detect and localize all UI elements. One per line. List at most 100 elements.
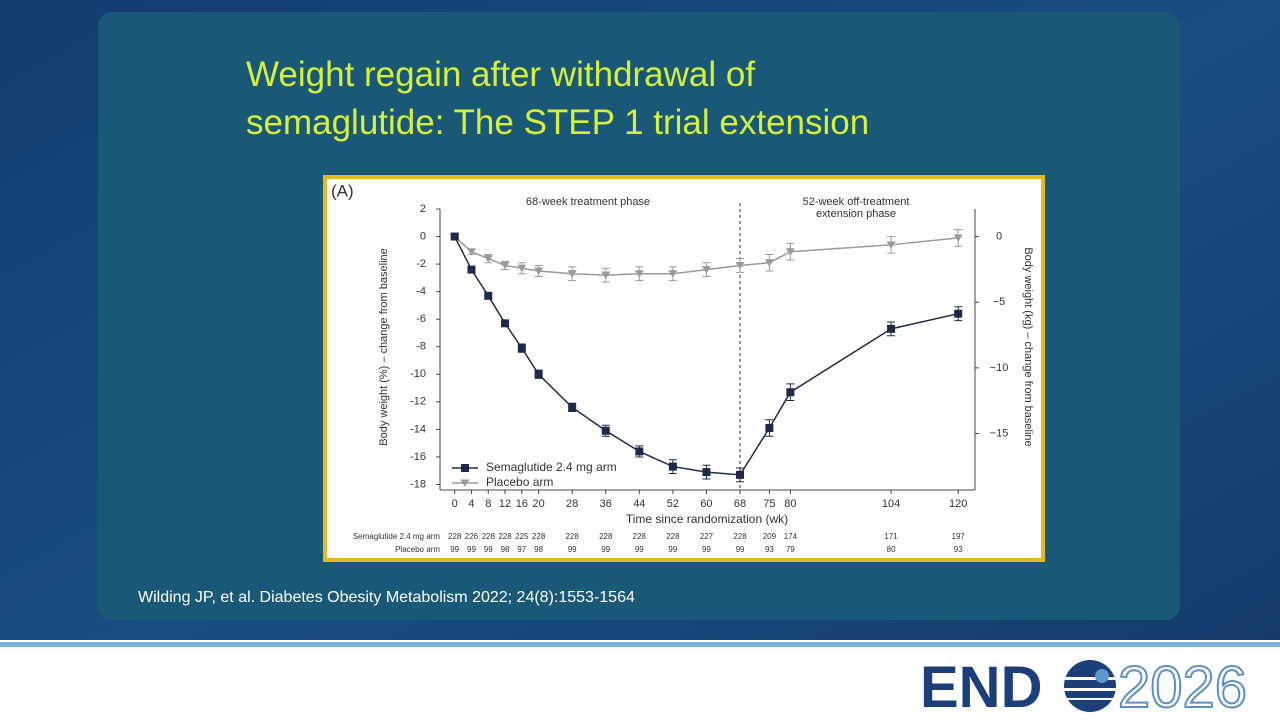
y2-tick-label: −10 — [990, 362, 1009, 374]
legend-label: Placebo arm — [486, 475, 553, 489]
x-tick-label: 12 — [499, 498, 511, 510]
y-tick-label: -8 — [416, 341, 426, 353]
at-risk-count: 228 — [599, 532, 613, 541]
y2-tick-label: 0 — [996, 230, 1002, 242]
data-point — [484, 291, 493, 300]
y-tick-label: -12 — [410, 396, 426, 408]
data-point — [467, 265, 476, 274]
x-tick-label: 0 — [452, 498, 458, 510]
y2-tick-label: −15 — [990, 427, 1009, 439]
footer-stripe — [0, 642, 1280, 647]
data-point — [668, 462, 677, 471]
at-risk-count: 225 — [515, 532, 529, 541]
at-risk-count: 228 — [482, 532, 496, 541]
y-tick-label: -14 — [410, 423, 426, 435]
x-axis-label: Time since randomization (wk) — [626, 512, 788, 526]
at-risk-count: 79 — [786, 545, 795, 554]
annotation: extension phase — [816, 208, 896, 220]
x-tick-label: 44 — [633, 498, 645, 510]
at-risk-count: 99 — [568, 545, 577, 554]
data-point — [634, 270, 644, 278]
data-point — [483, 255, 493, 263]
y-tick-label: -2 — [416, 258, 426, 270]
x-tick-label: 16 — [516, 498, 528, 510]
x-tick-label: 28 — [566, 498, 578, 510]
at-risk-count: 227 — [700, 532, 714, 541]
y-tick-label: -10 — [410, 368, 426, 380]
data-point — [568, 403, 577, 412]
at-risk-count: 97 — [517, 545, 526, 554]
figure-frame — [323, 175, 1045, 562]
at-risk-count: 174 — [784, 532, 798, 541]
annotation: 52-week off-treatment — [803, 196, 910, 208]
at-risk-count: 226 — [465, 532, 479, 541]
data-point — [886, 241, 896, 249]
data-point — [500, 261, 510, 270]
data-point — [450, 232, 459, 241]
at-risk-count: 80 — [887, 545, 896, 554]
at-risk-count: 197 — [952, 532, 966, 541]
at-risk-count: 171 — [884, 532, 898, 541]
legend-marker — [461, 464, 469, 472]
x-tick-label: 36 — [600, 498, 612, 510]
at-risk-count: 228 — [565, 532, 579, 541]
data-point — [534, 267, 544, 275]
at-risk-count: 99 — [702, 545, 711, 554]
at-risk-count: 228 — [532, 532, 546, 541]
at-risk-count: 99 — [601, 545, 610, 554]
at-risk-count: 228 — [498, 532, 512, 541]
data-point — [601, 271, 611, 280]
x-tick-label: 68 — [734, 498, 746, 510]
data-point — [635, 447, 644, 456]
at-risk-count: 228 — [666, 532, 680, 541]
at-risk-label: Placebo arm — [395, 545, 440, 554]
data-point — [785, 248, 795, 256]
data-point — [736, 470, 745, 479]
at-risk-count: 98 — [501, 545, 510, 554]
data-point — [466, 248, 476, 256]
series-line — [454, 235, 959, 276]
data-point — [601, 426, 610, 435]
data-point — [786, 388, 795, 397]
series-line — [454, 236, 959, 476]
y-tick-label: -18 — [410, 478, 426, 490]
logo-text: END — [920, 655, 1042, 720]
data-point — [567, 270, 577, 278]
data-point — [517, 264, 527, 273]
at-risk-count: 228 — [448, 532, 462, 541]
data-point — [501, 319, 510, 328]
x-tick-label: 20 — [532, 498, 544, 510]
at-risk-count: 98 — [534, 545, 543, 554]
x-tick-label: 52 — [667, 498, 679, 510]
legend-marker — [460, 479, 470, 487]
legend-label: Semaglutide 2.4 mg arm — [486, 460, 617, 474]
data-point — [953, 234, 963, 242]
data-point — [765, 424, 774, 433]
y2-axis-label: Body weight (kg) – change from baseline — [1022, 247, 1034, 446]
y-axis-label: Body weight (%) – change from baseline — [378, 248, 390, 446]
y-tick-label: -4 — [416, 286, 426, 298]
x-tick-label: 8 — [485, 498, 491, 510]
at-risk-count: 99 — [668, 545, 677, 554]
at-risk-count: 99 — [450, 545, 459, 554]
x-tick-label: 80 — [784, 498, 796, 510]
data-point — [887, 324, 896, 333]
at-risk-count: 228 — [733, 532, 747, 541]
at-risk-count: 99 — [635, 545, 644, 554]
x-tick-label: 4 — [468, 498, 474, 510]
data-point — [534, 370, 543, 379]
data-point — [668, 270, 678, 278]
data-point — [702, 468, 711, 477]
x-tick-label: 104 — [882, 498, 900, 510]
data-point — [701, 266, 711, 274]
y-tick-label: 0 — [420, 230, 426, 242]
logo-year: 2026 — [1118, 655, 1247, 720]
at-risk-count: 93 — [765, 545, 774, 554]
slide-title: semaglutide: The STEP 1 trial extension — [246, 103, 869, 142]
logo-globe — [1062, 660, 1118, 712]
data-point — [954, 309, 963, 318]
at-risk-count: 99 — [484, 545, 493, 554]
at-risk-label: Semaglutide 2.4 mg arm — [353, 532, 440, 541]
y2-tick-label: −5 — [993, 296, 1006, 308]
